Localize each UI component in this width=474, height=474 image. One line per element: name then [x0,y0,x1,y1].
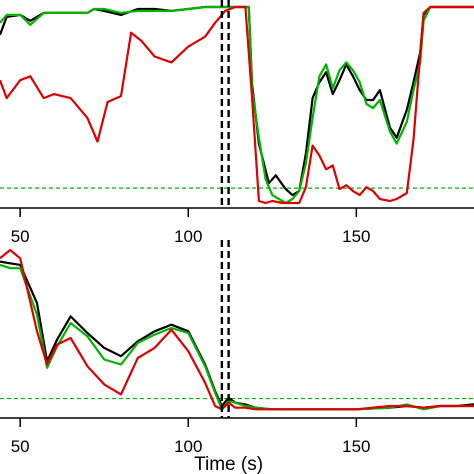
bottom-panel: 50 100 150 Time (s) [0,240,474,474]
series-line-1 [0,5,474,205]
x-tick-label-0: 50 [11,437,30,456]
x-tick-label-1: 100 [174,437,202,456]
series-line-0 [0,5,474,197]
series-line-0 [0,260,474,411]
top-panel: 50 100 150 [0,0,474,246]
x-tick-label-1: 100 [174,227,202,246]
x-tick-label-2: 150 [342,437,370,456]
series-line-2 [0,5,474,205]
x-tick-label-0: 50 [11,227,30,246]
x-axis-title: Time (s) [194,454,263,474]
x-tick-label-2: 150 [342,227,370,246]
series-line-2 [0,248,474,411]
